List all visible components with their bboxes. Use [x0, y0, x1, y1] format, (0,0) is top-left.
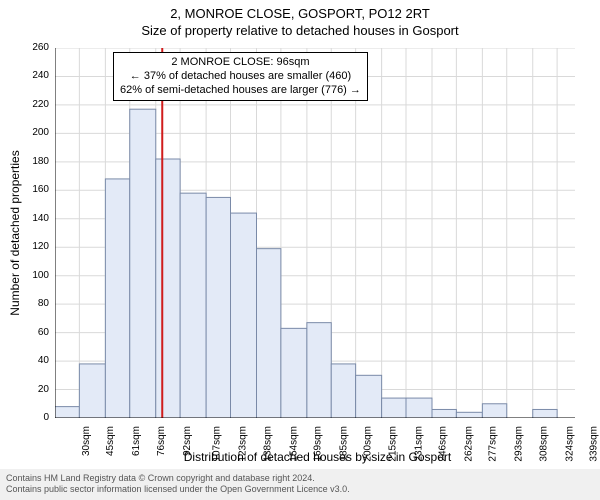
x-tick-label: 231sqm	[413, 426, 424, 462]
x-tick-label: 107sqm	[212, 426, 223, 462]
y-tick-label: 180	[21, 156, 49, 167]
y-tick-label: 160	[21, 184, 49, 195]
y-tick-label: 140	[21, 213, 49, 224]
x-tick-label: 61sqm	[131, 426, 142, 456]
y-tick-label: 220	[21, 99, 49, 110]
footer-line-2: Contains public sector information licen…	[6, 484, 594, 496]
y-tick-label: 0	[21, 412, 49, 423]
y-tick-label: 100	[21, 270, 49, 281]
y-tick-label: 60	[21, 327, 49, 338]
chart-title-sub: Size of property relative to detached ho…	[0, 21, 600, 38]
x-tick-label: 293sqm	[514, 426, 525, 462]
y-tick-label: 80	[21, 298, 49, 309]
chart-area: Number of detached properties Distributi…	[55, 48, 580, 418]
y-tick-label: 200	[21, 127, 49, 138]
x-tick-label: 215sqm	[387, 426, 398, 462]
histogram-plot	[55, 48, 580, 418]
chart-title-main: 2, MONROE CLOSE, GOSPORT, PO12 2RT	[0, 0, 600, 21]
x-tick-label: 185sqm	[338, 426, 349, 462]
x-tick-label: 138sqm	[262, 426, 273, 462]
x-tick-label: 92sqm	[182, 426, 193, 456]
x-tick-label: 45sqm	[105, 426, 116, 456]
x-tick-label: 262sqm	[464, 426, 475, 462]
y-tick-label: 20	[21, 384, 49, 395]
footer: Contains HM Land Registry data © Crown c…	[0, 469, 600, 500]
x-tick-label: 324sqm	[564, 426, 575, 462]
y-tick-label: 40	[21, 355, 49, 366]
x-tick-label: 123sqm	[238, 426, 249, 462]
y-tick-label: 260	[21, 42, 49, 53]
y-tick-label: 240	[21, 70, 49, 81]
annotation-line-1: 2 MONROE CLOSE: 96sqm	[120, 56, 361, 70]
annotation-line-3: 62% of semi-detached houses are larger (…	[120, 84, 361, 98]
annotation-box: 2 MONROE CLOSE: 96sqm ← 37% of detached …	[113, 52, 368, 101]
x-tick-label: 339sqm	[589, 426, 600, 462]
x-tick-label: 169sqm	[312, 426, 323, 462]
x-tick-label: 246sqm	[438, 426, 449, 462]
x-tick-label: 76sqm	[156, 426, 167, 456]
x-tick-label: 30sqm	[81, 426, 92, 456]
x-tick-label: 277sqm	[488, 426, 499, 462]
x-tick-label: 200sqm	[363, 426, 374, 462]
chart-container: 2, MONROE CLOSE, GOSPORT, PO12 2RT Size …	[0, 0, 600, 500]
y-tick-label: 120	[21, 241, 49, 252]
y-axis-label: Number of detached properties	[8, 150, 22, 315]
annotation-line-2: ← 37% of detached houses are smaller (46…	[120, 70, 361, 84]
x-tick-label: 154sqm	[288, 426, 299, 462]
footer-line-1: Contains HM Land Registry data © Crown c…	[6, 473, 594, 485]
x-tick-label: 308sqm	[538, 426, 549, 462]
